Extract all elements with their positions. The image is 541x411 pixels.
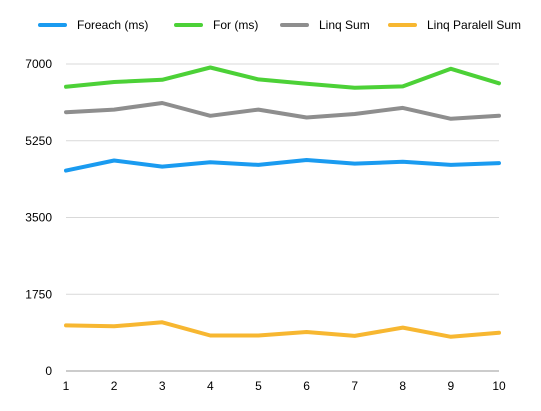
x-tick-label: 6 (303, 379, 310, 393)
legend-label: Foreach (ms) (77, 18, 148, 32)
y-tick-label: 5250 (25, 134, 52, 148)
x-tick-label: 8 (399, 379, 406, 393)
series-line (66, 68, 499, 88)
series-lines (66, 68, 499, 337)
legend: Foreach (ms) For (ms) Linq Sum Linq Paralel… (40, 18, 521, 32)
x-tick-label: 1 (63, 379, 70, 393)
y-tick-label: 1750 (25, 287, 52, 301)
x-tick-label: 3 (159, 379, 166, 393)
x-tick-label: 9 (448, 379, 455, 393)
x-axis: 1 2 3 4 5 6 7 8 9 10 (63, 379, 506, 393)
x-tick-label: 2 (111, 379, 118, 393)
y-tick-label: 3500 (25, 211, 52, 225)
y-axis: 0 1750 3500 5250 7000 (25, 57, 52, 378)
series-line (66, 322, 499, 337)
series-line (66, 103, 499, 119)
legend-label: For (ms) (213, 18, 258, 32)
y-tick-label: 0 (45, 364, 52, 378)
x-tick-label: 5 (255, 379, 262, 393)
series-line (66, 160, 499, 171)
y-tick-label: 7000 (25, 57, 52, 71)
x-tick-label: 7 (351, 379, 358, 393)
legend-label: Linq Paralell Sum (427, 18, 521, 32)
legend-label: Linq Sum (319, 18, 370, 32)
x-tick-label: 10 (492, 379, 506, 393)
x-tick-label: 4 (207, 379, 214, 393)
